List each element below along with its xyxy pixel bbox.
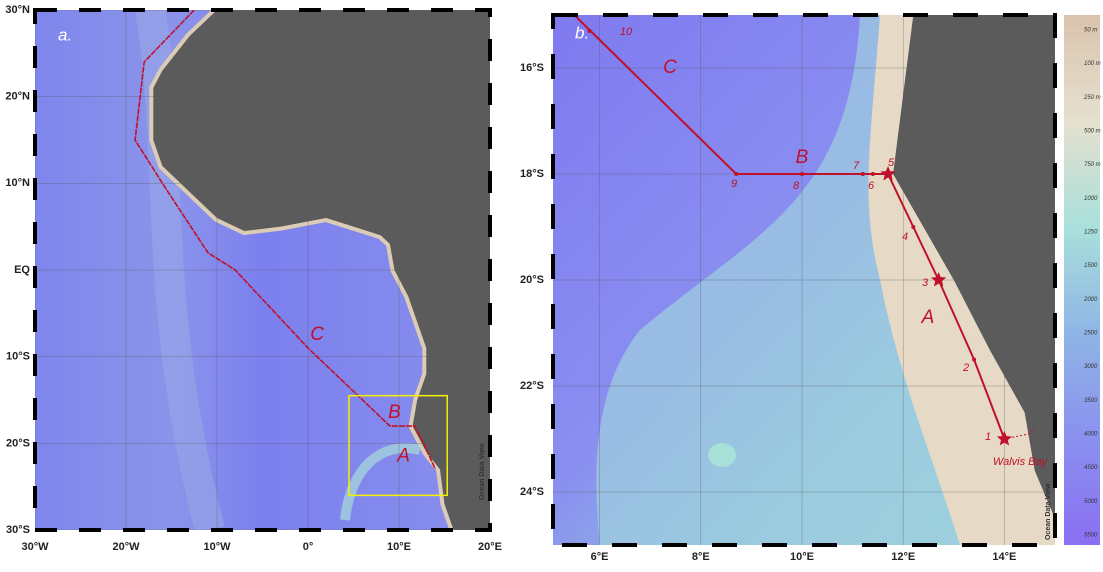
colorbar-label: 500 m bbox=[1084, 129, 1101, 135]
station-dot bbox=[1002, 437, 1006, 441]
lon-tick-label: 8°E bbox=[692, 551, 710, 563]
map-a bbox=[35, 10, 490, 530]
section-label: B bbox=[388, 402, 401, 423]
station-dot bbox=[972, 358, 976, 362]
station-dot bbox=[871, 172, 875, 176]
station-label: 2 bbox=[962, 362, 969, 374]
section-label: B bbox=[796, 147, 809, 168]
colorbar-label: 1000 bbox=[1084, 196, 1098, 202]
lat-tick-label: EQ bbox=[14, 264, 30, 276]
watermark: Ocean Data View bbox=[479, 443, 486, 500]
colorbar-label: 1500 bbox=[1084, 263, 1098, 269]
colorbar-label: 50 m bbox=[1084, 28, 1097, 34]
station-label: 6 bbox=[868, 180, 875, 192]
lat-tick-label: 18°S bbox=[520, 168, 544, 180]
section-label: A bbox=[396, 445, 410, 466]
lon-tick-label: 30°W bbox=[21, 541, 49, 553]
station-dot bbox=[937, 278, 941, 282]
colorbar-label: 5500 bbox=[1084, 533, 1098, 539]
colorbar-label: 2000 bbox=[1083, 297, 1098, 303]
lon-tick-label: 14°E bbox=[992, 551, 1016, 563]
colorbar-label: 4500 bbox=[1084, 465, 1098, 471]
lon-tick-label: 10°E bbox=[790, 551, 814, 563]
lon-tick-label: 10°W bbox=[203, 541, 231, 553]
station-dot bbox=[911, 225, 915, 229]
colorbar: 50 m 100 m 250 m 500 m 750 m 1000 1250 1500 2000… bbox=[1064, 15, 1101, 545]
section-label: A bbox=[921, 307, 935, 328]
lat-tick-label: 20°N bbox=[5, 91, 30, 103]
panel-label: a. bbox=[58, 25, 72, 44]
lat-tick-label: 24°S bbox=[520, 486, 544, 498]
figure: a. Ocean Data View 30°W 20°W 10°W 0° 10°E 20°E 3… bbox=[0, 0, 1103, 567]
colorbar-label: 100 m bbox=[1084, 61, 1101, 67]
lon-tick-label: 20°E bbox=[478, 541, 502, 553]
colorbar-label: 4000 bbox=[1084, 432, 1098, 438]
lat-tick-label: 16°S bbox=[520, 62, 544, 74]
station-dot bbox=[886, 172, 890, 176]
lat-tick-label: 10°S bbox=[6, 351, 30, 363]
lat-tick-label: 20°S bbox=[6, 437, 30, 449]
lat-tick-label: 30°S bbox=[6, 524, 30, 536]
colorbar-label: 2500 bbox=[1083, 331, 1098, 337]
colorbar-label: 5000 bbox=[1084, 499, 1098, 505]
colorbar-label: 1250 bbox=[1084, 230, 1098, 236]
colorbar-label: 3000 bbox=[1084, 364, 1098, 370]
station-label: 8 bbox=[793, 180, 800, 192]
station-label: 4 bbox=[902, 231, 908, 243]
station-label: 10 bbox=[620, 26, 633, 38]
colorbar-label: 3500 bbox=[1084, 398, 1098, 404]
lon-tick-label: 12°E bbox=[891, 551, 915, 563]
panel-b: 1 2 3 4 5 67 8 9 10 Walvis Bay b. Ocean Data View 6°… bbox=[520, 15, 1070, 563]
station-label: 7 bbox=[853, 160, 860, 172]
station-dot bbox=[734, 172, 738, 176]
station-dot bbox=[800, 172, 804, 176]
seamount bbox=[708, 443, 736, 467]
lon-tick-label: 10°E bbox=[387, 541, 411, 553]
lat-tick-label: 22°S bbox=[520, 380, 544, 392]
watermark: Ocean Data View bbox=[1045, 483, 1052, 540]
station-label: 5 bbox=[888, 157, 895, 169]
panel-label: b. bbox=[575, 23, 589, 42]
colorbar-label: 750 m bbox=[1084, 162, 1101, 168]
station-label: 3 bbox=[922, 277, 929, 289]
section-label: C bbox=[663, 57, 677, 78]
lon-tick-label: 6°E bbox=[591, 551, 609, 563]
station-label: 1 bbox=[985, 431, 991, 443]
section-label: C bbox=[310, 324, 324, 345]
panel-a: a. Ocean Data View 30°W 20°W 10°W 0° 10°E 20°E 3… bbox=[5, 4, 502, 553]
lon-tick-label: 0° bbox=[303, 541, 314, 553]
lat-tick-label: 10°N bbox=[5, 177, 30, 189]
lat-tick-label: 20°S bbox=[520, 274, 544, 286]
station-dot bbox=[861, 172, 865, 176]
lon-tick-label: 20°W bbox=[112, 541, 140, 553]
lat-tick-label: 30°N bbox=[5, 4, 30, 16]
colorbar-label: 250 m bbox=[1083, 95, 1101, 101]
place-label: Walvis Bay bbox=[993, 456, 1049, 468]
station-label: 9 bbox=[731, 178, 737, 190]
